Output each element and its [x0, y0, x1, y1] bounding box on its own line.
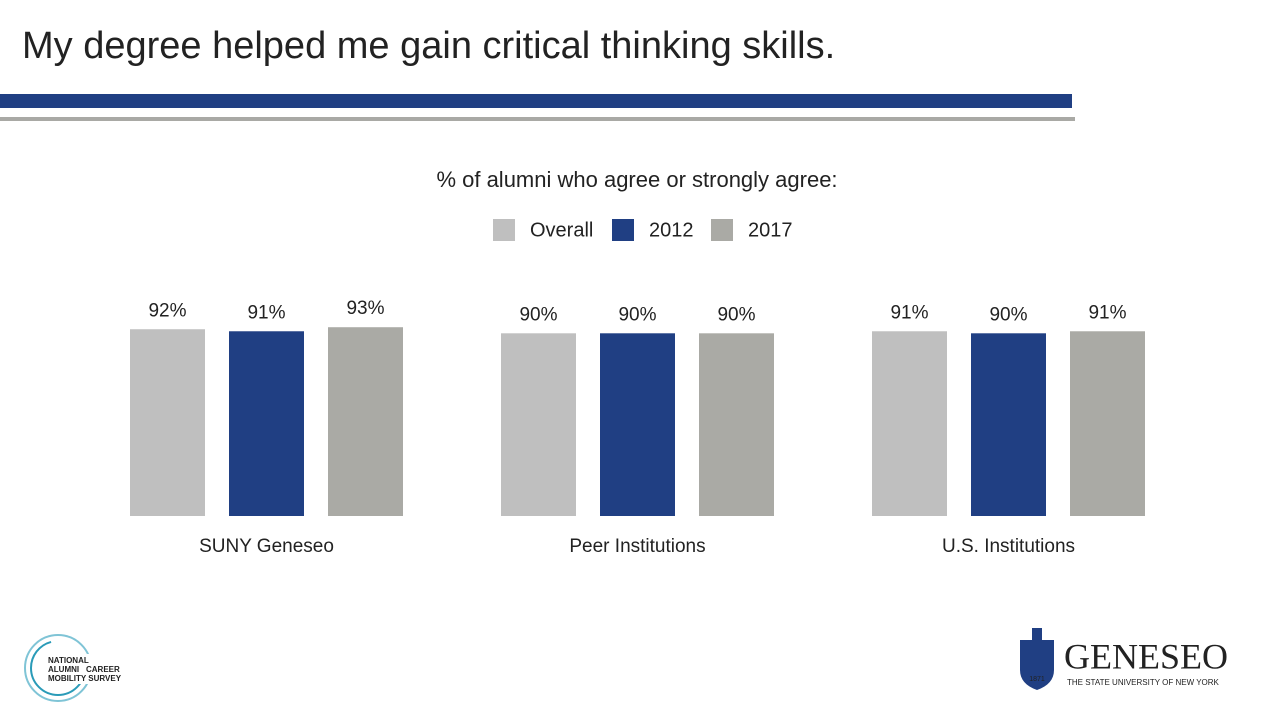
bar: [600, 333, 675, 516]
slide-title: My degree helped me gain critical thinki…: [22, 25, 835, 67]
logo-text: NATIONAL: [48, 656, 89, 665]
logo-year: 1871: [1029, 676, 1045, 683]
bar: [872, 331, 947, 516]
chart-title: % of alumni who agree or strongly agree:: [436, 167, 837, 192]
logo-tagline: THE STATE UNIVERSITY OF NEW YORK: [1067, 678, 1220, 687]
legend-swatch: [711, 219, 733, 241]
survey-logo: NATIONAL ALUMNI CAREER MOBILITY SURVEY: [24, 634, 154, 702]
value-label: 90%: [618, 304, 656, 325]
bar: [328, 327, 403, 516]
value-label: 90%: [519, 304, 557, 325]
logo-mask: [44, 654, 154, 684]
bar: [501, 333, 576, 516]
x-tick-label: SUNY Geneseo: [199, 536, 334, 557]
legend-label: 2012: [649, 219, 694, 241]
logo-tower: [1032, 628, 1042, 642]
legend-label: 2017: [748, 219, 793, 241]
header-bar: [0, 94, 1072, 108]
logo-shield: [1020, 640, 1054, 690]
logo-text: CAREER: [86, 665, 120, 674]
logo-name: GENESEO: [1064, 636, 1228, 676]
value-label: 91%: [1088, 302, 1126, 323]
legend-swatch: [493, 219, 515, 241]
logo-text: MOBILITY SURVEY: [48, 674, 122, 683]
value-label: 90%: [989, 304, 1027, 325]
x-tick-label: Peer Institutions: [569, 536, 705, 557]
value-label: 93%: [346, 298, 384, 319]
bar: [1070, 331, 1145, 516]
bar: [699, 333, 774, 516]
bar: [971, 333, 1046, 516]
chart: Overall 2012 2017 SUNY Geneseo 92% 91% 93% Peer…: [130, 219, 1145, 557]
geneseo-logo: 1871 GENESEO THE STATE UNIVERSITY OF NEW…: [1020, 628, 1228, 690]
legend-label: Overall: [530, 219, 593, 241]
logo-text: ALUMNI: [48, 665, 79, 674]
bar: [229, 331, 304, 516]
bar: [130, 329, 205, 516]
value-label: 90%: [717, 304, 755, 325]
value-label: 91%: [890, 302, 928, 323]
value-label: 92%: [148, 300, 186, 321]
legend-swatch: [612, 219, 634, 241]
x-tick-label: U.S. Institutions: [942, 536, 1075, 557]
header-rule: [0, 117, 1075, 121]
value-label: 91%: [247, 302, 285, 323]
